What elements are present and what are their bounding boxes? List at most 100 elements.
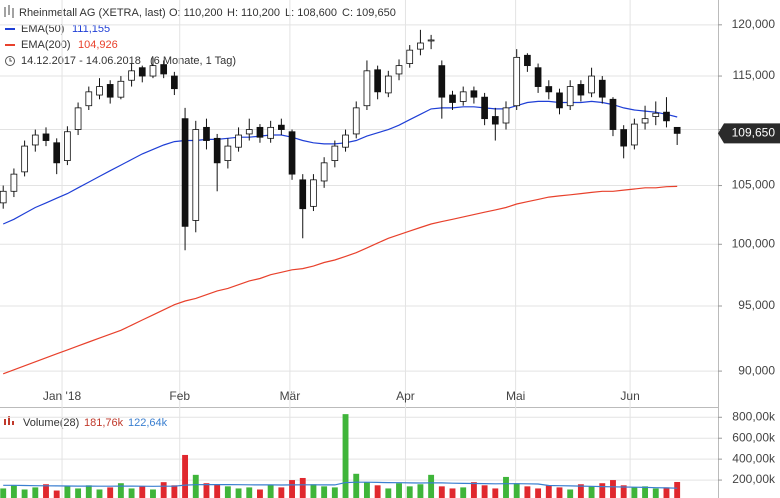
- volume-bar: [492, 488, 499, 498]
- candle-body: [352, 107, 360, 135]
- volume-bar: [160, 482, 167, 498]
- volume-bar: [257, 489, 263, 498]
- y-tick-label: 400,00k: [732, 451, 776, 465]
- candle-body: [384, 75, 392, 94]
- candle-body: [609, 98, 617, 130]
- candle-body: [267, 126, 274, 139]
- candle-body: [256, 126, 264, 138]
- volume-bar: [246, 487, 253, 498]
- candle-body: [417, 42, 424, 50]
- legend-value: 111,155: [72, 23, 110, 35]
- volume-bar: [214, 484, 221, 498]
- volume-bar: [267, 485, 274, 498]
- candle-body: [74, 107, 82, 130]
- candle-body: [160, 64, 168, 75]
- x-tick-label: Apr: [396, 389, 415, 403]
- price-tag: [718, 123, 780, 144]
- candle-body: [288, 131, 296, 175]
- volume-bar: [21, 489, 28, 498]
- candle-body: [545, 86, 553, 93]
- candle-body: [620, 129, 628, 147]
- candle-body: [641, 118, 649, 124]
- volume-bar: [417, 484, 424, 498]
- candle-body: [278, 124, 285, 130]
- candle-body: [21, 145, 28, 173]
- volume-bar: [96, 489, 103, 498]
- candle-body: [203, 126, 210, 141]
- ema-line: [2, 185, 678, 375]
- candle-body: [235, 134, 242, 148]
- candle-body: [342, 134, 349, 148]
- candle-body: [224, 145, 232, 161]
- candle-body: [85, 91, 93, 107]
- legend-value: 104,926: [78, 39, 118, 51]
- volume-bar: [182, 454, 189, 498]
- y-tick-label: 200,00k: [732, 472, 776, 486]
- volume-bar: [171, 485, 178, 498]
- volume-bar: [0, 488, 7, 498]
- y-tick-label: 105,000: [732, 178, 776, 192]
- volume-bar: [438, 486, 445, 498]
- header-icon: [4, 5, 14, 18]
- volume-bar: [75, 488, 82, 498]
- volume-bar: [460, 487, 467, 498]
- volume-bar: [556, 487, 563, 498]
- volume-bar: [310, 484, 317, 498]
- volume-bar: [599, 483, 606, 498]
- candle-body: [577, 84, 585, 96]
- x-tick-label: Mai: [506, 389, 525, 403]
- x-tick-label: Jun: [620, 389, 639, 403]
- volume-bar: [203, 483, 210, 498]
- volume-average-label: 122,64k: [128, 417, 168, 429]
- volume-bar: [32, 487, 39, 498]
- y-tick-label: 100,000: [732, 236, 776, 250]
- volume-bar: [139, 486, 146, 498]
- volume-bar: [43, 484, 49, 498]
- candle-body: [138, 67, 146, 77]
- volume-bar: [363, 482, 370, 498]
- candle-body: [181, 118, 189, 227]
- candle-body: [310, 179, 317, 207]
- volume-bar: [374, 485, 381, 498]
- legend-label: EMA(50): [21, 23, 64, 35]
- candle-body: [534, 67, 542, 87]
- volume-bar: [331, 487, 338, 498]
- candle-body: [331, 145, 339, 161]
- x-tick-label: Jan '18: [43, 389, 82, 403]
- candle-body: [631, 123, 638, 146]
- candle-body: [459, 91, 467, 102]
- candle-body: [149, 65, 157, 77]
- volume-bar: [535, 488, 542, 498]
- volume-bar: [224, 486, 231, 498]
- volume-bar: [449, 488, 456, 498]
- volume-bar: [64, 486, 71, 498]
- candle-body: [427, 39, 435, 42]
- volume-bar: [470, 482, 477, 498]
- candle-body: [598, 79, 606, 98]
- y-tick-label: 800,00k: [732, 409, 776, 423]
- volume-bar: [342, 414, 349, 498]
- candle-body: [299, 179, 307, 210]
- y-tick-label: 120,000: [732, 17, 776, 31]
- candle-body: [566, 86, 574, 107]
- candle-body: [320, 162, 328, 182]
- volume-bar: [428, 474, 435, 498]
- quote-open: O: 110,200: [169, 7, 223, 19]
- candle-body: [663, 111, 670, 122]
- volume-bar: [10, 485, 17, 498]
- candle-body: [481, 96, 488, 120]
- candle-body: [449, 94, 456, 103]
- candle-body: [0, 190, 7, 204]
- y-tick-label: 115,000: [733, 68, 776, 82]
- volume-bar: [150, 489, 156, 498]
- volume-bar: [192, 474, 199, 498]
- candle-body: [42, 133, 50, 141]
- volume-bar: [128, 488, 135, 498]
- volume-bar: [620, 485, 627, 498]
- volume-bar: [353, 473, 360, 498]
- volume-bar: [289, 480, 295, 498]
- volume-legend-icon: [4, 416, 14, 425]
- volume-bar: [610, 480, 616, 498]
- candle-body: [513, 56, 521, 107]
